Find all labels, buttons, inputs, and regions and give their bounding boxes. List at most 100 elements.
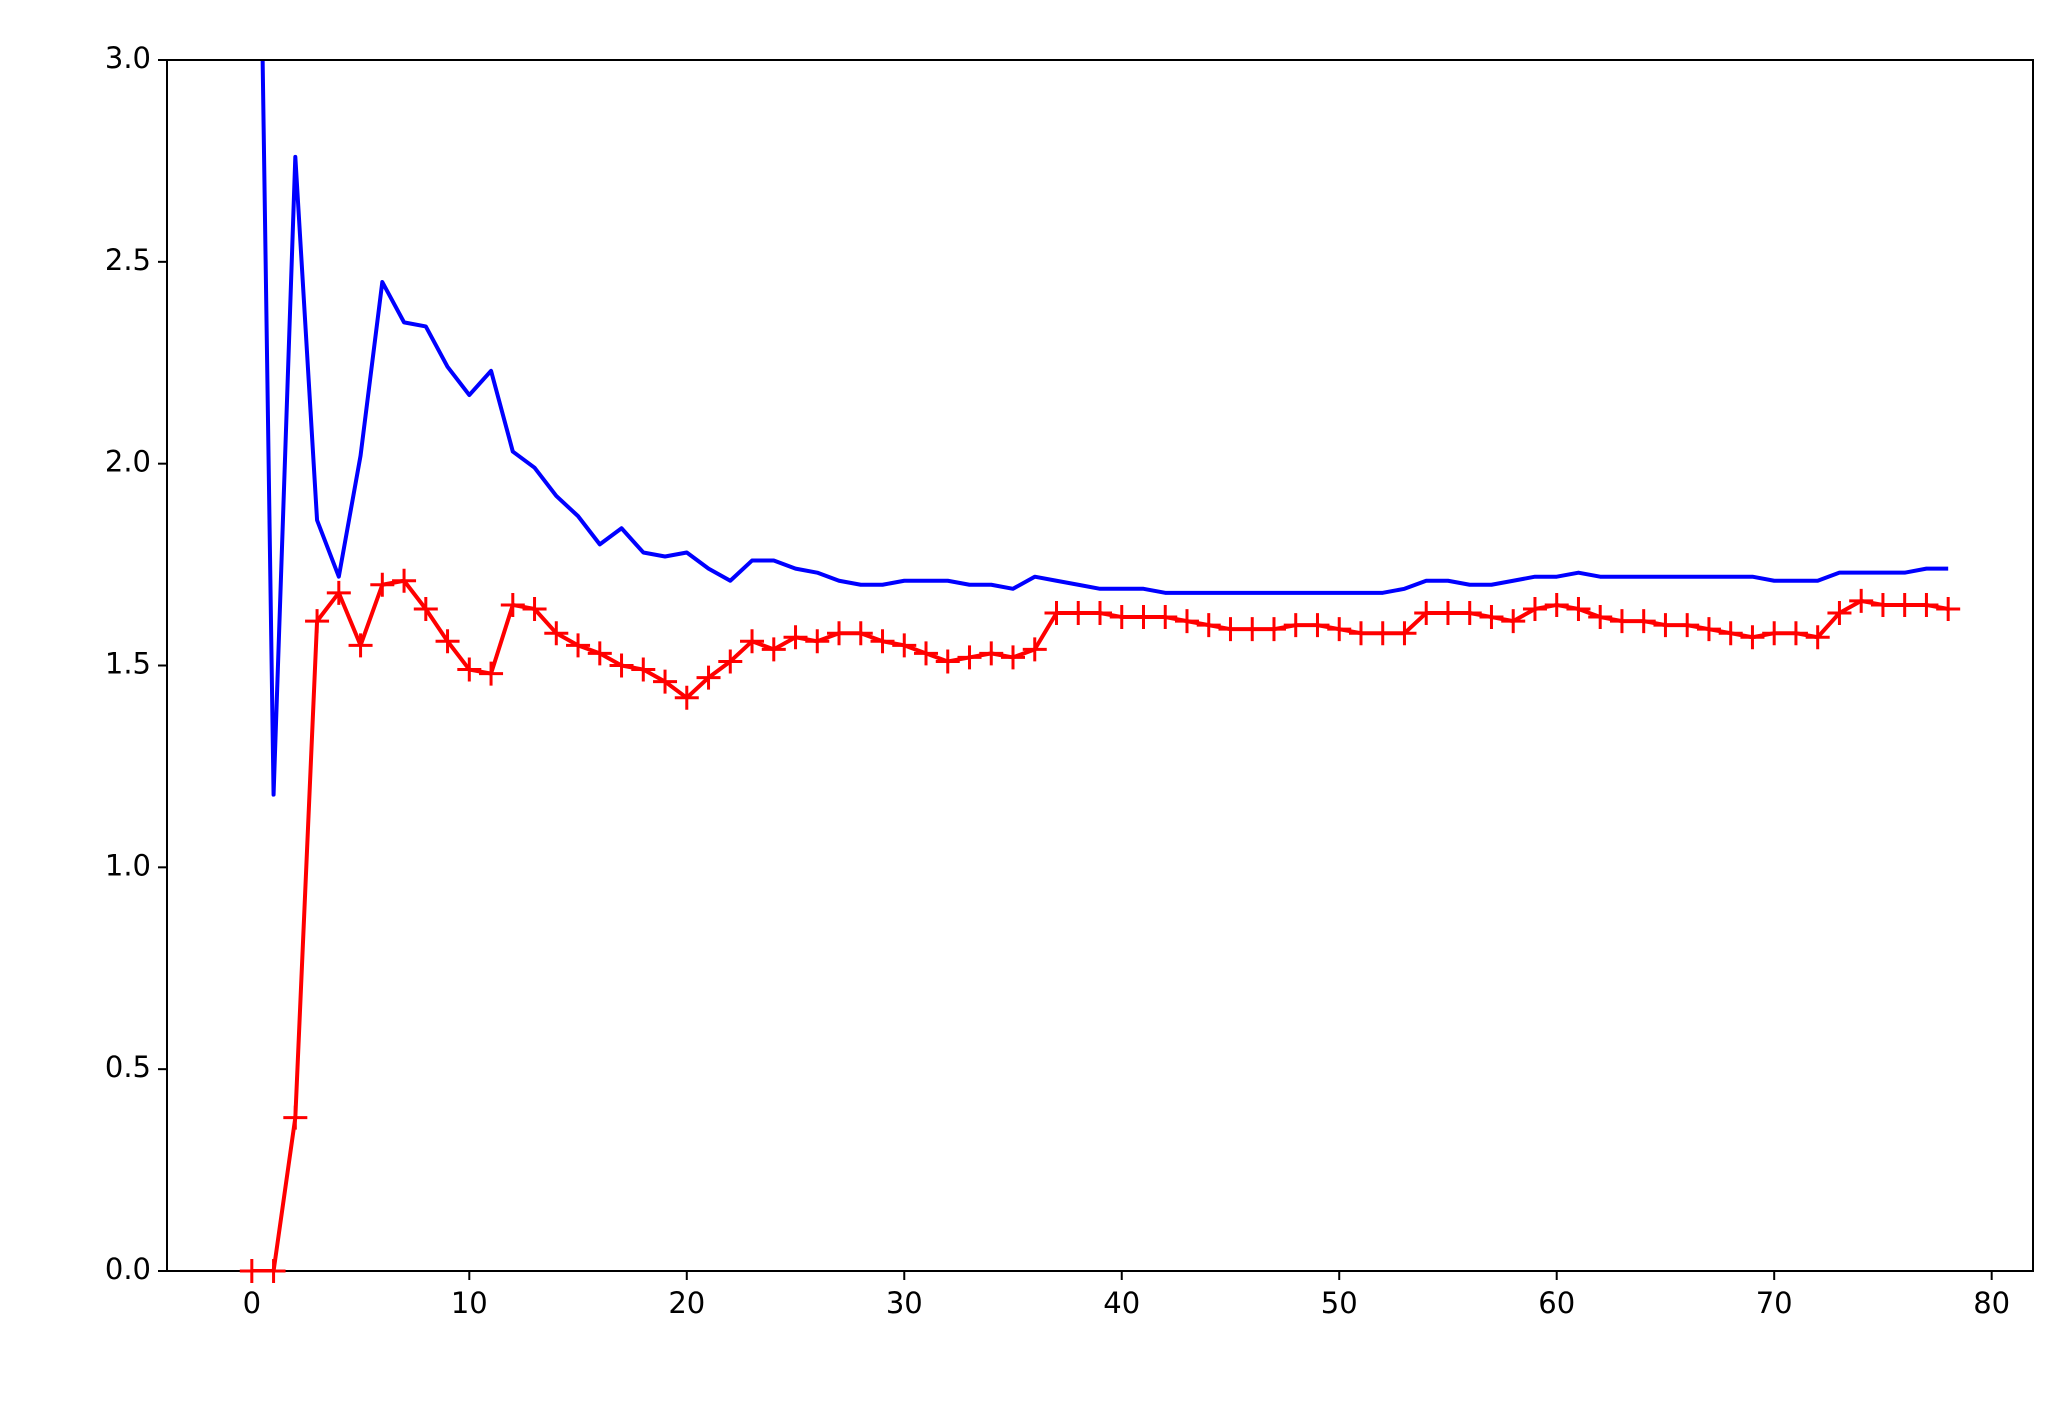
point-marker (1457, 601, 1482, 626)
x-tick-label: 10 (451, 1286, 488, 1320)
point-marker (1805, 625, 1830, 650)
point-marker (1435, 601, 1460, 626)
point-marker (653, 669, 678, 694)
point-marker (587, 641, 612, 666)
point-marker (674, 685, 699, 710)
point-marker (935, 649, 960, 674)
point-marker (500, 592, 525, 617)
point-marker (1675, 613, 1700, 638)
point-marker (1088, 601, 1112, 626)
point-marker (1892, 592, 1917, 617)
point-marker (479, 661, 504, 686)
point-marker (696, 665, 721, 690)
point-marker (914, 641, 939, 666)
y-tick-label: 2.0 (105, 445, 151, 479)
point-marker (544, 621, 569, 646)
point-marker (1414, 601, 1439, 626)
point-marker (1392, 621, 1417, 646)
point-marker (392, 568, 417, 593)
point-marker (435, 629, 460, 654)
point-marker (1261, 617, 1286, 642)
point-marker (283, 1105, 308, 1130)
point-marker (1588, 605, 1613, 630)
point-marker (1283, 613, 1308, 638)
point-marker (522, 596, 547, 621)
point-marker (1653, 613, 1678, 638)
x-tick-label: 50 (1321, 1286, 1358, 1320)
point-marker (805, 629, 830, 654)
point-marker (305, 609, 330, 634)
series-line (251, 578, 1949, 1271)
point-marker (1174, 609, 1199, 634)
y-tick-label: 0.5 (105, 1050, 151, 1084)
point-marker (348, 633, 373, 658)
point-marker (740, 629, 765, 654)
point-marker (957, 645, 982, 670)
point-marker (631, 657, 656, 682)
point-marker (239, 1259, 264, 1283)
point-marker (1936, 596, 1961, 621)
point-marker (1153, 605, 1178, 630)
y-tick-label: 1.5 (105, 647, 151, 681)
point-marker (261, 1259, 286, 1283)
x-tick-label: 30 (886, 1286, 923, 1320)
point-marker (1718, 621, 1743, 646)
point-marker (1696, 617, 1721, 642)
point-marker (1762, 621, 1787, 646)
plot-area (251, 60, 1949, 1271)
point-marker (870, 629, 895, 654)
point-marker (1827, 601, 1852, 626)
point-marker (1479, 605, 1504, 630)
point-marker (761, 637, 786, 662)
point-marker (370, 572, 395, 597)
y-tick-label: 0.0 (105, 1252, 151, 1286)
point-marker (1870, 592, 1895, 617)
point-marker (1370, 621, 1395, 646)
point-marker (979, 641, 1004, 666)
point-marker (1305, 613, 1330, 638)
x-tick-label: 70 (1756, 1286, 1793, 1320)
point-marker (1066, 601, 1091, 626)
point-marker (1109, 605, 1134, 630)
point-marker (1544, 592, 1569, 617)
point-marker (892, 633, 917, 658)
x-tick-label: 20 (668, 1286, 705, 1320)
y-tick-label: 2.5 (105, 243, 151, 277)
point-marker (1218, 617, 1243, 642)
point-marker (783, 625, 808, 650)
point-marker (609, 653, 634, 678)
x-tick-label: 40 (1103, 1286, 1140, 1320)
point-marker (566, 633, 591, 658)
point-marker (1783, 621, 1808, 646)
series-line (260, 60, 1949, 797)
point-marker (457, 657, 482, 682)
point-marker (1501, 609, 1526, 634)
point-marker (1196, 613, 1221, 638)
point-marker (827, 621, 852, 646)
axes-frame (166, 59, 2034, 1272)
point-marker (1914, 592, 1939, 617)
point-marker (1740, 625, 1765, 650)
point-marker (1327, 617, 1352, 642)
point-marker (1044, 601, 1069, 626)
x-tick-label: 80 (1973, 1286, 2010, 1320)
point-marker (1609, 609, 1634, 634)
y-tick-label: 3.0 (105, 41, 151, 75)
point-marker (1522, 596, 1547, 621)
point-marker (1566, 596, 1591, 621)
point-marker (413, 596, 438, 621)
point-marker (1001, 645, 1026, 670)
x-tick-label: 0 (243, 1286, 261, 1320)
point-marker (1131, 605, 1156, 630)
x-tick-label: 60 (1538, 1286, 1575, 1320)
point-marker (326, 580, 351, 605)
point-marker (1240, 617, 1265, 642)
point-marker (848, 621, 873, 646)
y-tick-label: 1.0 (105, 848, 151, 882)
point-marker (1022, 637, 1047, 662)
point-marker (1849, 588, 1874, 613)
point-marker (718, 649, 743, 674)
point-marker (1348, 621, 1373, 646)
